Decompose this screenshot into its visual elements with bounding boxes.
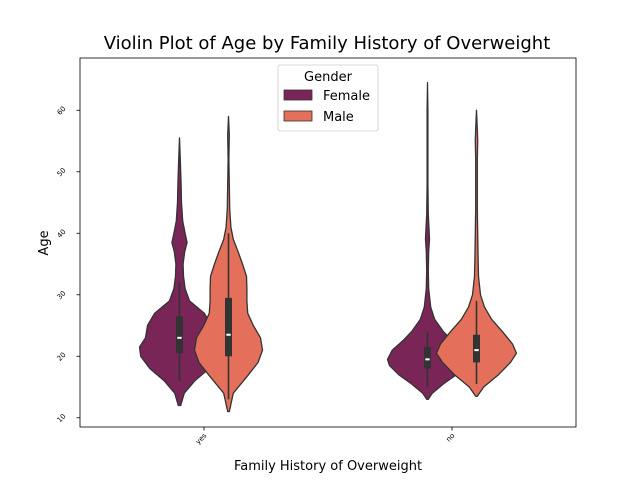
y-tick-label: 30 — [56, 289, 68, 301]
x-axis-label: Family History of Overweight — [234, 459, 422, 474]
y-tick-label: 40 — [56, 228, 68, 240]
legend-label-female: Female — [323, 89, 370, 104]
y-tick-label: 20 — [56, 351, 68, 363]
violin-iqr-box — [225, 297, 232, 357]
x-tick-label: yes — [194, 432, 208, 446]
y-tick-label: 60 — [56, 105, 68, 117]
y-axis-label: Age — [37, 230, 52, 255]
violin-iqr-box — [473, 334, 480, 363]
plot-area — [138, 81, 518, 413]
violin-body — [435, 109, 518, 397]
chart-title: Violin Plot of Age by Family History of … — [104, 33, 551, 54]
y-tick-label: 10 — [56, 412, 68, 424]
legend-title: Gender — [304, 70, 353, 85]
violin-male-yes — [193, 115, 264, 413]
legend-label-male: Male — [323, 110, 354, 125]
legend-swatch-female — [283, 89, 313, 101]
violin-iqr-box — [176, 316, 183, 354]
y-tick-label: 50 — [56, 166, 68, 178]
x-tick-label: no — [445, 432, 457, 444]
plot-frame — [79, 57, 577, 428]
legend-swatch-male — [283, 110, 313, 122]
legend: Gender Female Male — [277, 64, 379, 132]
violin-male-no — [435, 109, 518, 397]
violin-iqr-box — [424, 347, 431, 369]
axes: 10 20 30 40 50 60 yes no — [56, 105, 457, 446]
